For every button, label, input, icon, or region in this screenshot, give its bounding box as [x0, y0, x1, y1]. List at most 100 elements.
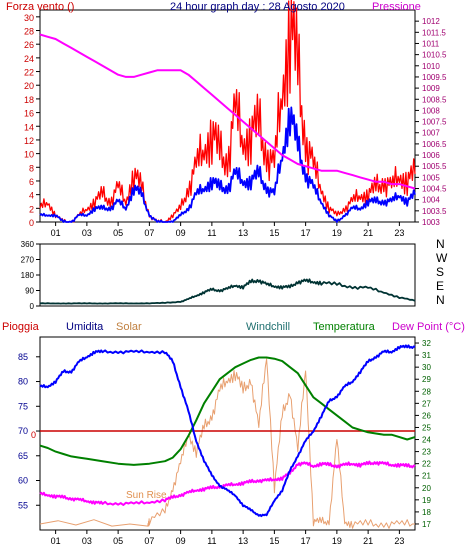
right-tick-label: 1004 — [422, 196, 440, 205]
x-tick-label: 03 — [82, 228, 92, 238]
temperature-tick-label: 27 — [422, 399, 431, 408]
compass-north-top: N — [436, 237, 445, 251]
temperature-tick-label: 23 — [422, 448, 431, 457]
pressure-axis-label: Pressione — [372, 1, 421, 13]
temperature-line — [39, 356, 416, 466]
right-tick-label: 1003.5 — [422, 207, 447, 216]
wind-direction-line — [39, 278, 416, 305]
right-tick-label: 1005 — [422, 173, 440, 182]
humidity-tick-label: 75 — [18, 401, 28, 411]
left-tick-label: 12 — [24, 136, 34, 146]
temperature-tick-label: 20 — [422, 484, 431, 493]
left-tick-label: 0 — [29, 218, 34, 228]
direction-tick-label: 360 — [21, 240, 35, 249]
legend-dew-point: Dew Point (°C) — [392, 321, 465, 333]
temperature-tick-label: 22 — [422, 460, 431, 469]
humidity-tick-label: 80 — [18, 377, 28, 387]
left-tick-label: 2 — [29, 204, 34, 214]
temperature-tick-label: 24 — [422, 436, 431, 445]
bottom-plot-frame — [39, 336, 416, 531]
x-tick-label: 01 — [51, 536, 61, 546]
legend-temperatura: Temperatura — [313, 321, 375, 333]
right-tick-label: 1004.5 — [422, 185, 447, 194]
x-tick-label: 07 — [144, 228, 154, 238]
x-tick-label: 13 — [238, 536, 248, 546]
left-tick-label: 22 — [24, 68, 34, 78]
left-tick-label: 18 — [24, 95, 34, 105]
dew-point-line — [39, 460, 416, 506]
wind-speed-axis-label: Forza vento () — [6, 1, 75, 13]
humidity-tick-label: 60 — [18, 476, 28, 486]
humidity-tick-label: 70 — [18, 426, 28, 436]
humidity-tick-label: 85 — [18, 352, 28, 362]
right-tick-label: 1012 — [422, 17, 440, 26]
left-tick-label: 20 — [24, 81, 34, 91]
wind-average-line — [39, 106, 416, 223]
compass-east: E — [436, 279, 445, 293]
x-tick-label: 21 — [363, 536, 373, 546]
right-tick-label: 1009.5 — [422, 73, 447, 82]
x-tick-label: 23 — [394, 228, 404, 238]
x-tick-label: 05 — [113, 536, 123, 546]
x-tick-label: 23 — [394, 536, 404, 546]
temperature-tick-label: 25 — [422, 423, 431, 432]
x-tick-label: 19 — [332, 536, 342, 546]
right-tick-label: 1011.5 — [422, 28, 446, 37]
direction-plot-frame — [39, 243, 416, 307]
right-tick-label: 1005.5 — [422, 162, 447, 171]
left-tick-label: 6 — [29, 177, 34, 187]
solar-line — [39, 358, 415, 529]
direction-tick-label: 0 — [30, 302, 35, 311]
temperature-tick-label: 26 — [422, 411, 431, 420]
temperature-tick-label: 18 — [422, 508, 431, 517]
compass-north-bottom: N — [436, 293, 445, 307]
x-tick-label: 11 — [207, 228, 216, 238]
right-tick-label: 1008.5 — [422, 95, 447, 104]
direction-tick-label: 180 — [21, 271, 35, 280]
left-tick-label: 10 — [24, 150, 34, 160]
x-tick-label: 05 — [113, 228, 123, 238]
left-tick-label: 16 — [24, 109, 34, 119]
temperature-tick-label: 28 — [422, 387, 431, 396]
humidity-tick-label: 55 — [18, 500, 28, 510]
temperature-tick-label: 32 — [422, 339, 431, 348]
wind-gust-line — [39, 0, 416, 223]
legend-solar: Solar — [116, 321, 142, 333]
legend-pioggia: Pioggia — [2, 321, 39, 333]
wind-direction-chart: 0 90 180 270 360 — [21, 240, 416, 311]
temperature-tick-label: 21 — [422, 472, 431, 481]
x-tick-label: 03 — [82, 536, 92, 546]
direction-tick-label: 270 — [21, 256, 35, 265]
top-plot-frame — [39, 9, 416, 223]
right-tick-label: 1010 — [422, 62, 440, 71]
humidity-temperature-chart: 55 60 65 70 75 80 85 17 18 19 20 21 22 23 24 25 26 27 28 29… — [18, 336, 431, 546]
x-tick-label: 17 — [301, 536, 311, 546]
right-tick-label: 1008 — [422, 106, 440, 115]
temperature-tick-label: 31 — [422, 351, 431, 360]
humidity-line — [39, 344, 416, 518]
left-tick-label: 24 — [24, 54, 34, 64]
left-tick-label: 30 — [24, 13, 34, 23]
pressure-line — [39, 33, 416, 190]
temperature-tick-label: 19 — [422, 496, 431, 505]
temperature-tick-label: 30 — [422, 363, 431, 372]
left-tick-label: 28 — [24, 27, 34, 37]
x-tick-label: 15 — [269, 536, 279, 546]
left-tick-label: 14 — [24, 122, 34, 132]
legend-umidita: Umidita — [66, 321, 104, 333]
right-tick-label: 1010.5 — [422, 51, 447, 60]
temperature-tick-label: 17 — [422, 520, 431, 529]
x-tick-label: 17 — [301, 228, 311, 238]
wind-pressure-chart: 02468101214161820222426283010031003.5100… — [24, 0, 447, 238]
right-tick-label: 1003 — [422, 218, 440, 227]
right-tick-label: 1007 — [422, 129, 440, 138]
x-tick-label: 07 — [144, 536, 154, 546]
temperature-tick-label: 29 — [422, 375, 431, 384]
x-tick-label: 19 — [332, 228, 342, 238]
right-tick-label: 1006 — [422, 151, 440, 160]
rain-zero-label: 0 — [31, 430, 37, 440]
x-tick-label: 15 — [269, 228, 279, 238]
compass-south: S — [436, 265, 445, 279]
x-tick-label: 09 — [176, 228, 186, 238]
